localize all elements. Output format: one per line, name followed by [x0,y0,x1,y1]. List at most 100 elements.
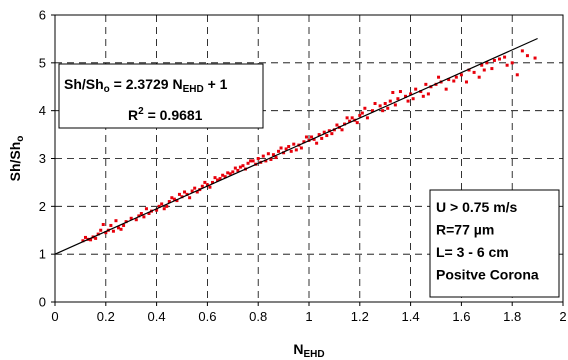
x-axis-label: NEHD [293,341,324,360]
data-point [289,149,293,153]
data-point [193,186,197,190]
x-tick-label: 1.8 [503,309,521,324]
data-point [139,212,143,216]
data-point [454,75,458,79]
data-point [282,151,286,155]
data-point [89,238,93,242]
data-point [94,236,98,240]
data-point [117,226,120,230]
data-point [343,122,347,126]
data-point [104,231,108,235]
data-point [421,94,425,98]
conditions-box-frame [429,189,560,298]
x-tick-label: 1 [305,309,312,324]
data-point [200,184,204,188]
fit-equation-lhs: Sh/Sh [64,76,104,92]
data-point [167,200,171,204]
data-point [271,153,275,157]
data-point [81,239,85,243]
data-point [236,168,240,172]
data-point [358,113,362,117]
data-point [381,109,385,113]
data-point [325,134,329,138]
data-point [269,157,273,161]
data-point [388,99,392,103]
data-point [363,106,367,110]
data-point [515,73,519,77]
y-tick-label: 1 [39,247,46,262]
data-point [426,92,430,96]
data-point [467,68,471,72]
y-tick-label: 6 [39,8,46,23]
data-point [365,116,369,120]
x-tick-label: 0.8 [249,309,267,324]
y-tick-label: 4 [39,103,46,118]
data-point [264,159,268,163]
data-point [183,190,187,194]
data-point [129,216,133,220]
data-point [165,204,169,208]
data-point [119,227,123,231]
data-point [398,90,402,94]
data-point [246,161,250,165]
fit-equation-lhs-sub: o [104,84,110,95]
fit-line-group [54,37,538,255]
data-point [134,218,138,222]
data-point [287,145,291,149]
data-point [452,79,456,83]
data-point [447,78,451,82]
data-point [233,166,237,170]
data-point [330,132,334,136]
data-point [472,70,476,74]
data-point [188,196,192,200]
y-axis-label: Sh/Sho [7,136,26,182]
data-point [231,170,235,174]
data-point [251,159,255,163]
data-point [350,116,354,120]
data-point [221,173,225,177]
data-point [266,152,270,156]
data-point [142,215,146,219]
data-point [525,54,529,58]
fit-equation-intercept: + 1 [204,76,228,92]
data-point [485,61,489,65]
data-point [391,90,395,94]
x-tick-label: 2 [559,309,566,324]
condition-radius: R=77 µm [436,222,494,238]
data-point [312,137,316,141]
data-point [386,106,390,110]
y-tick-label: 5 [39,55,46,70]
fit-equation-slope: = 2.3729 N [110,76,183,92]
data-point [419,90,423,94]
data-point [348,119,352,123]
data-point [190,189,194,193]
data-point [393,103,397,107]
data-point [383,101,387,105]
data-point [373,101,377,105]
data-point [477,75,481,79]
data-point [96,232,100,236]
data-point [520,49,524,53]
x-axis-label-main: N [293,341,303,357]
x-tick-label: 0.6 [198,309,216,324]
data-point [218,177,222,181]
data-point [320,136,324,140]
r-squared-symbol: R [128,107,138,123]
y-tick-label: 2 [39,199,46,214]
r-squared-sup: 2 [138,106,144,117]
data-point [274,156,278,160]
data-point [256,157,260,160]
data-point [444,87,448,91]
data-point [302,140,306,144]
data-point [510,61,514,65]
data-point [177,192,181,196]
x-tick-label: 0.4 [148,309,166,324]
y-axis-ticks: 0 1 2 3 4 5 6 [39,8,55,310]
data-point [406,99,410,103]
fit-line [54,37,538,255]
equation-box: Sh/Sho = 2.3729 NEHD + 1 R2 = 0.9681 [58,63,264,129]
x-tick-label: 1.6 [452,309,470,324]
data-point [464,80,468,84]
data-point [210,180,214,184]
